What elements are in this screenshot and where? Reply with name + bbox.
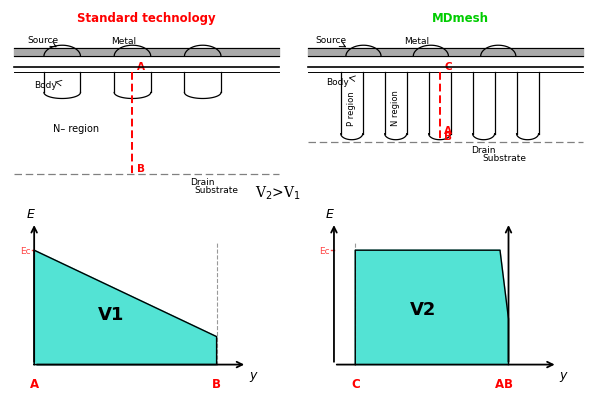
Text: A: A bbox=[444, 126, 452, 136]
Text: B: B bbox=[137, 164, 145, 173]
Text: y: y bbox=[560, 369, 567, 381]
Text: V$_2$>V$_1$: V$_2$>V$_1$ bbox=[255, 184, 301, 201]
Text: Metal: Metal bbox=[111, 37, 136, 46]
Text: Ec: Ec bbox=[319, 246, 330, 255]
Text: MDmesh: MDmesh bbox=[432, 12, 489, 24]
Text: Source: Source bbox=[27, 36, 58, 45]
Text: B: B bbox=[504, 377, 513, 390]
Text: Source: Source bbox=[316, 36, 347, 45]
Text: E: E bbox=[26, 207, 34, 220]
Text: N region: N region bbox=[391, 90, 400, 126]
Polygon shape bbox=[355, 251, 508, 365]
Text: Metal: Metal bbox=[404, 37, 429, 46]
Text: B: B bbox=[444, 132, 452, 142]
Text: A: A bbox=[137, 62, 145, 72]
Text: C: C bbox=[351, 377, 359, 390]
Text: Drain: Drain bbox=[471, 145, 496, 154]
Text: Standard technology: Standard technology bbox=[77, 12, 216, 24]
Text: N– region: N– region bbox=[53, 124, 99, 133]
Text: Body: Body bbox=[34, 81, 57, 90]
Text: Substrate: Substrate bbox=[482, 154, 526, 162]
Polygon shape bbox=[34, 251, 216, 365]
Text: A: A bbox=[495, 377, 505, 390]
Text: y: y bbox=[249, 369, 257, 381]
Text: Ec: Ec bbox=[20, 246, 30, 255]
Text: Drain: Drain bbox=[191, 177, 215, 186]
Text: C: C bbox=[444, 62, 451, 72]
Text: E: E bbox=[326, 207, 334, 220]
Text: V2: V2 bbox=[410, 300, 437, 318]
Text: Substrate: Substrate bbox=[195, 185, 239, 194]
Text: B: B bbox=[212, 377, 221, 390]
Text: Body: Body bbox=[326, 78, 349, 87]
Text: P region: P region bbox=[347, 91, 356, 126]
Text: V1: V1 bbox=[98, 305, 124, 323]
Text: A: A bbox=[29, 377, 39, 390]
